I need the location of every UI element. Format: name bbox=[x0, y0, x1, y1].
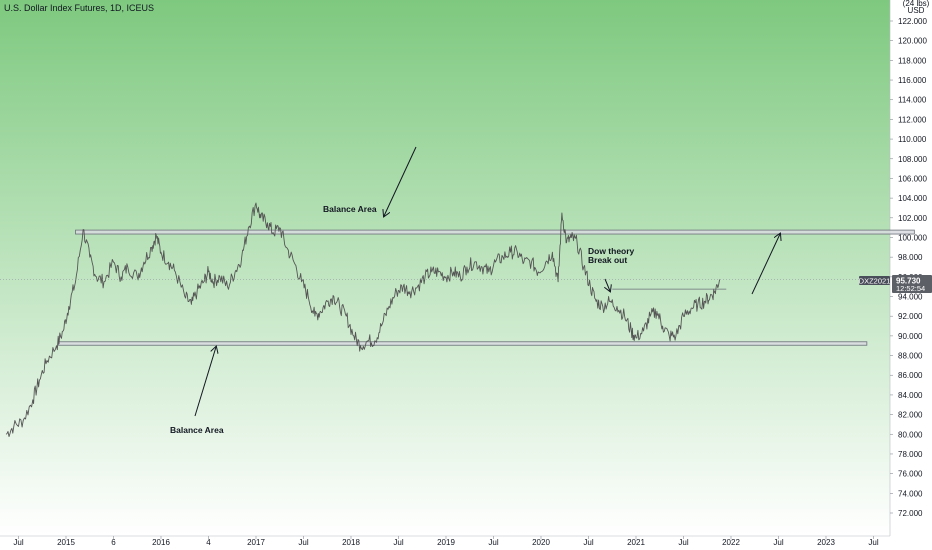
x-tick-label: Jul bbox=[488, 538, 498, 547]
y-tick-label: 88.000 bbox=[898, 352, 923, 361]
x-tick-label: Jul bbox=[13, 538, 23, 547]
x-tick-label: Jul bbox=[773, 538, 783, 547]
symbol-badge bbox=[859, 276, 890, 285]
y-axis-top-label: (24 lbs) bbox=[903, 0, 930, 8]
balance-zone bbox=[75, 229, 915, 235]
y-tick-label: 106.000 bbox=[898, 174, 927, 183]
y-tick-label: 94.000 bbox=[898, 293, 923, 302]
x-tick-label: Jul bbox=[868, 538, 878, 547]
y-tick-label: 78.000 bbox=[898, 450, 923, 459]
balance-area-top-label: Balance Area bbox=[323, 204, 377, 214]
y-axis-unit: USD bbox=[908, 6, 925, 15]
x-tick-label: 4 bbox=[206, 538, 211, 547]
arrow-to-breakout bbox=[605, 278, 610, 291]
price-line bbox=[5, 202, 721, 438]
x-tick-label: 2023 bbox=[817, 538, 835, 547]
y-tick-label: 84.000 bbox=[898, 391, 923, 400]
y-tick-label: 110.000 bbox=[898, 135, 927, 144]
break-out-label: Break out bbox=[588, 255, 627, 265]
y-tick-label: 76.000 bbox=[898, 470, 923, 479]
current-price-tags: DXZ2021 95.730 12:52:54 bbox=[859, 275, 932, 293]
x-axis: Jul 2015 6 2016 4 2017 Jul 2018 Jul 2019 Jul 2020 Ju… bbox=[13, 536, 879, 547]
x-tick-label: 2019 bbox=[437, 538, 455, 547]
y-tick-label: 122.000 bbox=[898, 17, 927, 26]
y-tick-label: 118.000 bbox=[898, 56, 927, 65]
y-tick-label: 86.000 bbox=[898, 371, 923, 380]
y-tick-label: 120.000 bbox=[898, 37, 927, 46]
x-tick-label: 2015 bbox=[57, 538, 75, 547]
x-tick-label: 2021 bbox=[627, 538, 645, 547]
x-tick-label: 2016 bbox=[152, 538, 170, 547]
balance-area-bottom-label: Balance Area bbox=[170, 425, 224, 435]
y-tick-label: 112.000 bbox=[898, 115, 927, 124]
x-tick-label: 2022 bbox=[722, 538, 740, 547]
y-tick-label: 92.000 bbox=[898, 312, 923, 321]
y-tick-label: 108.000 bbox=[898, 155, 927, 164]
price-series bbox=[5, 202, 721, 438]
symbol-title: U.S. Dollar Index Futures, 1D, ICEUS bbox=[4, 3, 154, 13]
y-tick-label: 104.000 bbox=[898, 194, 927, 203]
countdown: 12:52:54 bbox=[896, 284, 925, 293]
y-tick-label: 82.000 bbox=[898, 411, 923, 420]
arrow-to-bottom-zone bbox=[194, 347, 216, 417]
arrow-to-top-zone bbox=[384, 146, 417, 216]
arrow-projection bbox=[751, 234, 780, 295]
y-tick-label: 98.000 bbox=[898, 253, 923, 262]
x-tick-label: 6 bbox=[111, 538, 116, 547]
x-tick-label: Jul bbox=[678, 538, 688, 547]
y-tick-label: 80.000 bbox=[898, 430, 923, 439]
y-tick-label: 114.000 bbox=[898, 96, 927, 105]
y-tick-label: 90.000 bbox=[898, 332, 923, 341]
x-tick-label: Jul bbox=[298, 538, 308, 547]
current-price: 95.730 bbox=[896, 277, 921, 286]
x-tick-label: Jul bbox=[393, 538, 403, 547]
balance-zones bbox=[58, 229, 915, 346]
balance-zone bbox=[58, 341, 868, 346]
time-axis-background bbox=[0, 536, 932, 550]
x-tick-label: 2017 bbox=[247, 538, 265, 547]
y-tick-label: 100.000 bbox=[898, 233, 927, 242]
x-tick-label: 2018 bbox=[342, 538, 360, 547]
y-tick-label: 74.000 bbox=[898, 489, 923, 498]
symbol-badge-text: DXZ2021 bbox=[859, 276, 891, 285]
price-tag bbox=[892, 275, 932, 293]
y-tick-label: 102.000 bbox=[898, 214, 927, 223]
breakout-level bbox=[0, 279, 890, 290]
plot-background bbox=[0, 0, 890, 536]
x-tick-label: 2020 bbox=[532, 538, 550, 547]
y-tick-label: 116.000 bbox=[898, 76, 927, 85]
x-tick-label: Jul bbox=[583, 538, 593, 547]
y-tick-label: 72.000 bbox=[898, 509, 923, 518]
dow-theory-label: Dow theory bbox=[588, 246, 635, 256]
y-axis: 72.000 74.000 76.000 78.000 80.000 82.000 84.0… bbox=[890, 17, 927, 518]
